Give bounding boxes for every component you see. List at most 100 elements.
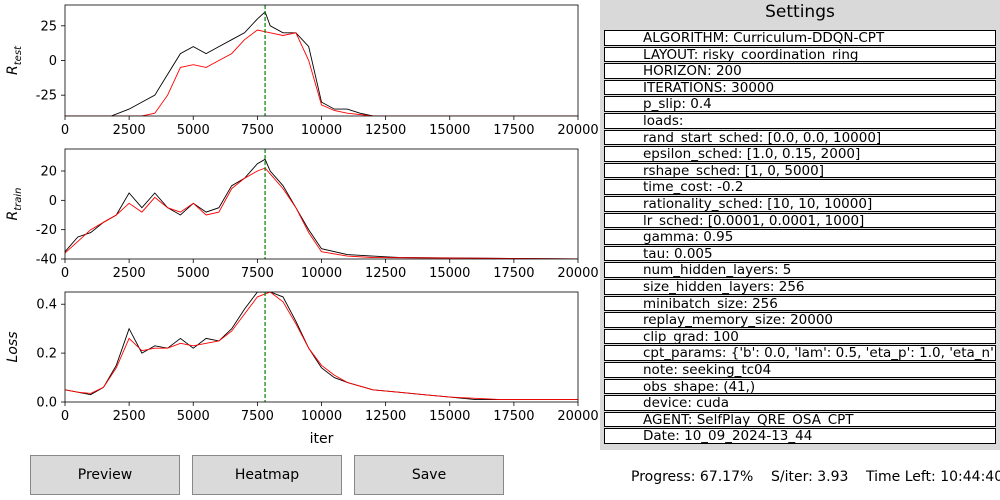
x-tick-label: 2500 — [113, 266, 146, 281]
heatmap-button[interactable]: Heatmap — [192, 455, 342, 495]
y-tick-label: 0 — [49, 54, 57, 69]
x-tick-label: 20000 — [557, 123, 598, 138]
y-tick-label: -20 — [36, 223, 57, 238]
plot-1: 0 2500 5000 7500 10000 12500 15000 17500 20000 -2… — [5, 4, 599, 138]
time-left-status: Time Left: 10:44:40 — [866, 469, 1000, 485]
settings-row: device: cuda — [604, 395, 996, 411]
settings-row: rand_start_sched: [0.0, 0.0, 10000] — [604, 129, 996, 146]
y-tick-label: 20 — [40, 165, 57, 180]
x-tick-label: 12500 — [365, 409, 406, 424]
x-tick-label: 7500 — [241, 266, 274, 281]
settings-row-text: ITERATIONS: 30000 — [643, 79, 775, 96]
settings-row-text: LAYOUT: risky_coordination_ring — [643, 46, 859, 63]
settings-row-text: Date: 10_09_2024-13_44 — [643, 428, 813, 445]
settings-row-text: note: seeking_tc04 — [643, 362, 772, 378]
settings-row: clip_grad: 100 — [604, 328, 996, 345]
settings-row: rationality_sched: [10, 10, 10000] — [604, 196, 996, 212]
x-tick-label: 10000 — [301, 123, 342, 138]
x-axis-label: iter — [310, 431, 334, 447]
x-tick-label: 5000 — [177, 266, 210, 281]
settings-row-text: HORIZON: 200 — [643, 63, 742, 79]
settings-row: LAYOUT: risky_coordination_ring — [604, 46, 996, 63]
y-axis-label: Rtest — [5, 45, 24, 75]
x-tick-label: 10000 — [301, 409, 342, 424]
settings-row-text: tau: 0.005 — [643, 245, 713, 262]
x-tick-label: 12500 — [365, 266, 406, 281]
x-tick-label: 7500 — [241, 123, 274, 138]
settings-row-text: obs_shape: (41,) — [643, 378, 756, 395]
settings-row-text: p_slip: 0.4 — [643, 96, 712, 113]
settings-row-text: ALGORITHM: Curriculum-DDQN-CPT — [643, 30, 885, 46]
x-tick-label: 20000 — [557, 409, 598, 424]
save-button[interactable]: Save — [354, 455, 504, 495]
preview-button[interactable]: Preview — [30, 455, 180, 495]
y-tick-label: -25 — [36, 89, 57, 104]
y-tick-label: 0 — [49, 194, 57, 209]
settings-row: minibatch_size: 256 — [604, 295, 996, 312]
settings-row-text: device: cuda — [643, 395, 730, 411]
x-tick-label: 15000 — [429, 409, 470, 424]
settings-row: AGENT: SelfPlay_QRE_OSA_CPT — [604, 411, 996, 428]
x-tick-label: 5000 — [177, 409, 210, 424]
plot-frame — [64, 148, 579, 260]
settings-row: lr_sched: [0.0001, 0.0001, 1000] — [604, 212, 996, 229]
settings-row: cpt_params: {'b': 0.0, 'lam': 0.5, 'eta_… — [604, 345, 996, 362]
settings-row-text: clip_grad: 100 — [643, 328, 739, 345]
plot-frame — [64, 291, 579, 403]
settings-row-text: rationality_sched: [10, 10, 10000] — [643, 196, 873, 212]
settings-row: gamma: 0.95 — [604, 229, 996, 245]
x-tick-label: 0 — [61, 123, 69, 138]
settings-row-text: size_hidden_layers: 256 — [643, 279, 805, 295]
settings-title: Settings — [765, 2, 835, 22]
settings-row: Date: 10_09_2024-13_44 — [604, 428, 996, 445]
settings-panel: Settings ALGORITHM: Curriculum-DDQN-CPT L… — [600, 0, 1000, 450]
y-tick-label: 25 — [40, 19, 57, 34]
y-axis-label: Loss — [5, 332, 21, 363]
x-tick-label: 17500 — [493, 266, 534, 281]
x-tick-label: 0 — [61, 409, 69, 424]
settings-row-text: minibatch_size: 256 — [643, 295, 778, 312]
settings-row-text: gamma: 0.95 — [643, 229, 734, 245]
settings-row: ALGORITHM: Curriculum-DDQN-CPT — [604, 30, 996, 46]
x-tick-label: 7500 — [241, 409, 274, 424]
y-tick-label: 0.4 — [36, 298, 57, 313]
x-tick-label: 15000 — [429, 123, 470, 138]
s-iter-status: S/iter: 3.93 — [771, 469, 849, 485]
settings-row: note: seeking_tc04 — [604, 362, 996, 378]
x-tick-label: 17500 — [493, 409, 534, 424]
training-plots: 0 2500 5000 7500 10000 12500 15000 17500 20000-2… — [5, 4, 599, 447]
x-tick-label: 2500 — [113, 409, 146, 424]
progress-status: Progress: 67.17% — [631, 469, 754, 485]
settings-row-text: lr_sched: [0.0001, 0.0001, 1000] — [643, 212, 865, 229]
plot-frame — [64, 4, 579, 117]
settings-row: p_slip: 0.4 — [604, 96, 996, 113]
settings-row-text: epsilon_sched: [1.0, 0.15, 2000] — [643, 146, 861, 162]
settings-row: obs_shape: (41,) — [604, 378, 996, 395]
settings-row-text: rand_start_sched: [0.0, 0.0, 10000] — [643, 129, 882, 146]
settings-row: rshape_sched: [1, 0, 5000] — [604, 162, 996, 179]
settings-row: time_cost: -0.2 — [604, 179, 996, 196]
x-tick-label: 10000 — [301, 266, 342, 281]
series-line-1 — [65, 11, 578, 116]
series-line-2 — [65, 292, 578, 401]
y-tick-label: -40 — [36, 253, 57, 268]
plot-3: 0 2500 5000 7500 10000 12500 15000 17500 20000 0.… — [5, 291, 599, 447]
settings-row: loads: — [604, 113, 996, 129]
settings-row: ITERATIONS: 30000 — [604, 79, 996, 96]
x-tick-label: 17500 — [493, 123, 534, 138]
settings-row: num_hidden_layers: 5 — [604, 262, 996, 279]
settings-row-text: num_hidden_layers: 5 — [643, 262, 792, 279]
y-axis-label: Rtrain — [5, 187, 24, 220]
y-tick-label: 0.2 — [36, 347, 57, 362]
series-line-1 — [65, 158, 578, 259]
settings-row: size_hidden_layers: 256 — [604, 279, 996, 295]
settings-row-text: time_cost: -0.2 — [643, 179, 744, 196]
series-line-2 — [65, 167, 578, 259]
x-tick-label: 2500 — [113, 123, 146, 138]
settings-row: tau: 0.005 — [604, 245, 996, 262]
settings-row-text: rshape_sched: [1, 0, 5000] — [643, 162, 824, 179]
x-tick-label: 12500 — [365, 123, 406, 138]
x-tick-label: 0 — [61, 266, 69, 281]
settings-row-text: loads: — [643, 113, 684, 129]
x-tick-label: 20000 — [557, 266, 598, 281]
